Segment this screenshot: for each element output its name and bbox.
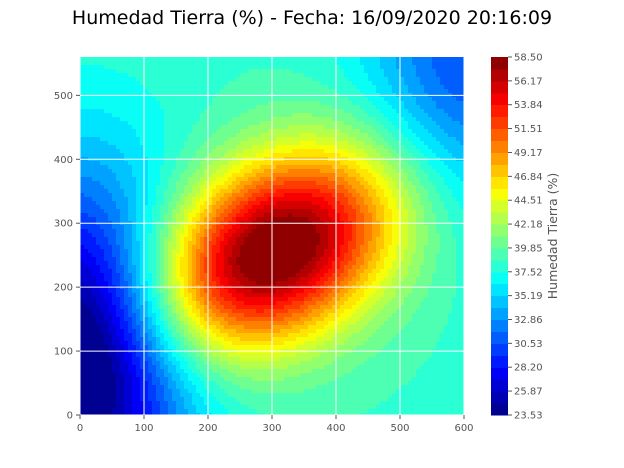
colorbar-segment — [491, 140, 508, 153]
colorbar-segment — [491, 212, 508, 225]
colorbar-label: Humedad Tierra (%) — [545, 173, 560, 299]
colorbar-tick-label: 23.53 — [514, 411, 543, 422]
colorbar-segment — [491, 271, 508, 285]
colorbar-tick-label: 44.51 — [514, 196, 543, 207]
colorbar-segment — [491, 331, 508, 344]
colorbar-segment — [491, 92, 508, 106]
colorbar-tick-label: 53.84 — [514, 100, 543, 111]
colorbar-segment — [491, 379, 508, 392]
colorbar-segment — [491, 68, 508, 82]
grid-lines — [79, 57, 465, 416]
colorbar-segment — [491, 283, 508, 297]
x-tick-label: 600 — [454, 423, 473, 434]
colorbar-tick-label: 28.20 — [514, 363, 543, 374]
colorbar-segment — [491, 164, 508, 177]
x-axis: 0 100 200 300 400 500 600 — [77, 415, 474, 434]
colorbar-tick-label: 49.17 — [514, 148, 543, 159]
colorbar-tick-label: 42.18 — [514, 220, 543, 231]
colorbar-tick-label: 56.17 — [514, 76, 543, 87]
colorbar-segment — [491, 391, 508, 404]
colorbar-segment — [491, 152, 508, 165]
colorbar-segment — [491, 295, 508, 309]
colorbar-segment — [491, 176, 508, 189]
x-tick-label: 0 — [77, 423, 83, 434]
colorbar-tick-label: 46.84 — [514, 172, 543, 183]
colorbar-segment — [491, 259, 508, 273]
x-tick-label: 100 — [134, 423, 153, 434]
y-tick-label: 400 — [54, 155, 73, 166]
colorbar-segment — [491, 355, 508, 368]
y-tick-label: 300 — [54, 219, 73, 230]
x-tick-label: 500 — [390, 423, 409, 434]
colorbar-tick-label: 37.52 — [514, 267, 543, 278]
colorbar-tick-label: 25.87 — [514, 387, 543, 398]
x-tick-label: 300 — [262, 423, 281, 434]
colorbar-segment — [491, 403, 508, 416]
y-tick-label: 100 — [54, 347, 73, 358]
x-tick-label: 400 — [326, 423, 345, 434]
colorbar-segment — [491, 188, 508, 201]
chart-title: Humedad Tierra (%) - Fecha: 16/09/2020 2… — [72, 7, 552, 29]
colorbar-tick-label: 32.86 — [514, 315, 543, 326]
colorbar-segment — [491, 307, 508, 321]
colorbar-segment — [491, 343, 508, 356]
colorbar-segment — [491, 224, 508, 237]
colorbar-tick-label: 35.19 — [514, 291, 543, 302]
colorbar-segment — [491, 104, 508, 118]
colorbar-segment — [491, 319, 508, 332]
colorbar-segment — [491, 236, 508, 249]
colorbar: 58.50 56.17 53.84 51.51 49.17 46.84 44.51 42.18… — [491, 53, 543, 422]
colorbar-segment — [491, 57, 508, 70]
colorbar-segment — [491, 128, 508, 142]
colorbar-tick-label: 51.51 — [514, 124, 543, 135]
x-tick-label: 200 — [198, 423, 217, 434]
colorbar-segment — [491, 200, 508, 213]
colorbar-tick-label: 30.53 — [514, 339, 543, 350]
colorbar-segment — [491, 80, 508, 94]
y-tick-label: 0 — [67, 411, 73, 422]
colorbar-segment — [491, 367, 508, 380]
y-tick-label: 500 — [54, 91, 73, 102]
colorbar-tick-label: 39.85 — [514, 243, 543, 254]
colorbar-tick-label: 58.50 — [514, 53, 543, 64]
colorbar-segment — [491, 116, 508, 130]
colorbar-segment — [491, 247, 508, 261]
y-tick-label: 200 — [54, 283, 73, 294]
y-axis: 0 100 200 300 400 500 — [54, 91, 80, 422]
